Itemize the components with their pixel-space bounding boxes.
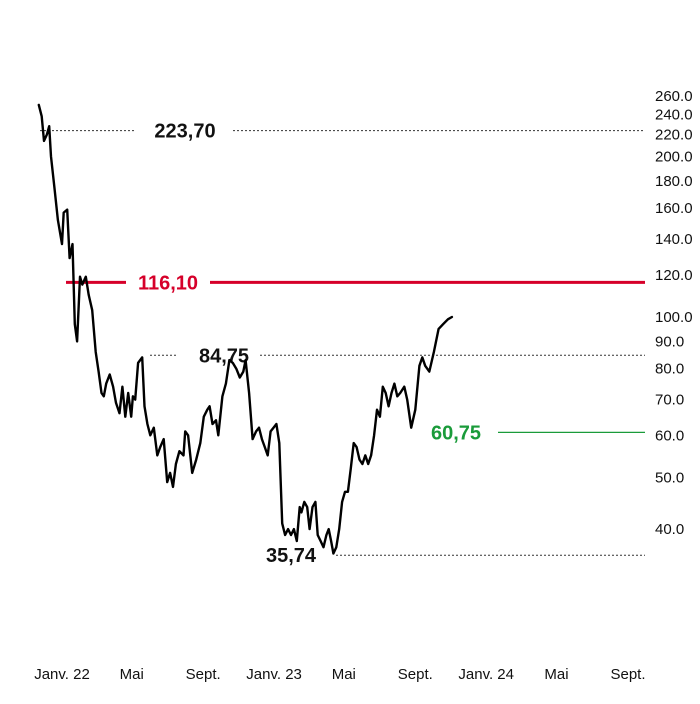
x-tick-label: Sept. bbox=[186, 666, 221, 683]
y-tick-label: 60.0 bbox=[655, 427, 684, 444]
y-tick-label: 120.0 bbox=[655, 267, 693, 284]
y-tick-label: 80.0 bbox=[655, 361, 684, 378]
price-series-line bbox=[37, 103, 454, 555]
reference-line-label: 60,75 bbox=[431, 422, 481, 444]
x-tick-label: Mai bbox=[332, 666, 356, 683]
reference-line-label: 84,75 bbox=[199, 345, 249, 367]
x-tick-label: Sept. bbox=[610, 666, 645, 683]
y-tick-label: 90.0 bbox=[655, 333, 684, 350]
reference-line-label: 35,74 bbox=[266, 545, 317, 567]
x-axis-tick-labels: Janv. 22 Mai Sept. Janv. 23 Mai Sept. Janv. 24… bbox=[34, 666, 645, 683]
y-tick-label: 260.0 bbox=[655, 88, 693, 105]
y-tick-label: 160.0 bbox=[655, 200, 693, 217]
x-tick-label: Mai bbox=[120, 666, 144, 683]
y-tick-label: 50.0 bbox=[655, 470, 684, 487]
x-tick-label: Janv. 22 bbox=[34, 666, 90, 683]
x-tick-label: Sept. bbox=[398, 666, 433, 683]
y-tick-label: 70.0 bbox=[655, 392, 684, 409]
y-tick-label: 100.0 bbox=[655, 309, 693, 326]
y-tick-label: 40.0 bbox=[655, 521, 684, 538]
y-tick-label: 220.0 bbox=[655, 127, 693, 144]
y-tick-label: 200.0 bbox=[655, 149, 693, 166]
reference-line-label: 116,10 bbox=[138, 272, 198, 294]
x-tick-label: Janv. 24 bbox=[458, 666, 514, 683]
y-tick-label: 240.0 bbox=[655, 106, 693, 123]
reference-line-label: 223,70 bbox=[154, 121, 215, 143]
y-tick-label: 140.0 bbox=[655, 231, 693, 248]
reference-lines: 223,70 116,10 84,75 60,75 35,74 bbox=[40, 121, 645, 567]
y-tick-label: 180.0 bbox=[655, 173, 693, 190]
series-group bbox=[37, 103, 454, 555]
x-tick-label: Mai bbox=[544, 666, 568, 683]
x-tick-label: Janv. 23 bbox=[246, 666, 302, 683]
